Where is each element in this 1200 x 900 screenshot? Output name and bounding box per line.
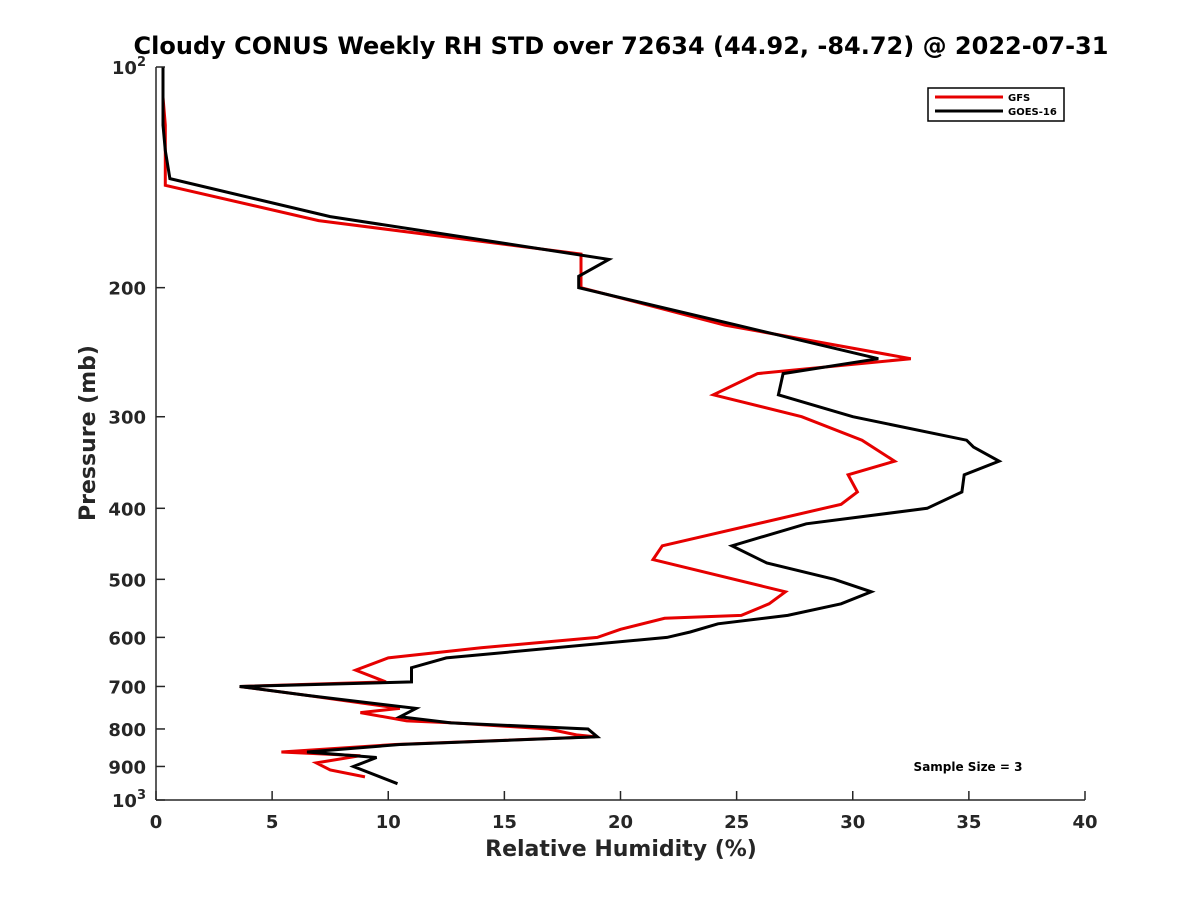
y-tick-label: 700	[108, 677, 146, 698]
y-tick-label: 300	[108, 408, 146, 429]
y-axis: 102 200 300 400 500 600 700 800 900 103	[108, 55, 165, 812]
x-tick-label: 40	[1072, 812, 1097, 833]
y-axis-label: Pressure (mb)	[76, 345, 101, 521]
plot-area	[155, 67, 1085, 801]
x-tick-label: 10	[376, 812, 401, 833]
series-line-gfs	[161, 67, 912, 779]
y-tick-label: 800	[108, 720, 146, 741]
legend-label-goes16: GOES-16	[1008, 107, 1057, 118]
plot-background	[156, 67, 1085, 800]
chart-title: Cloudy CONUS Weekly RH STD over 72634 (4…	[134, 32, 1109, 60]
x-tick-label: 15	[492, 812, 517, 833]
x-axis-label: Relative Humidity (%)	[485, 837, 757, 862]
legend-label-gfs: GFS	[1008, 93, 1030, 104]
x-tick-label: 20	[608, 812, 633, 833]
x-tick-label: 5	[266, 812, 279, 833]
x-tick-label: 0	[150, 812, 163, 833]
x-tick-label: 35	[956, 812, 981, 833]
y-tick-label: 900	[108, 757, 146, 778]
y-tick-label: 103	[112, 788, 146, 812]
y-tick-label: 200	[108, 279, 146, 300]
x-tick-label: 30	[840, 812, 865, 833]
y-tick-label: 400	[108, 499, 146, 520]
y-tick-label: 500	[108, 570, 146, 591]
y-tick-label: 600	[108, 628, 146, 649]
x-axis: 0 5 10 15 20 25 30 35 40	[150, 791, 1098, 833]
sample-size-annotation: Sample Size = 3	[914, 760, 1023, 774]
x-tick-label: 25	[724, 812, 749, 833]
legend-box	[927, 87, 1065, 122]
legend: GFS GOES-16	[927, 87, 1065, 122]
series-line-goes16	[161, 67, 1003, 786]
series-group	[161, 67, 1003, 786]
y-tick-label: 102	[112, 55, 146, 79]
